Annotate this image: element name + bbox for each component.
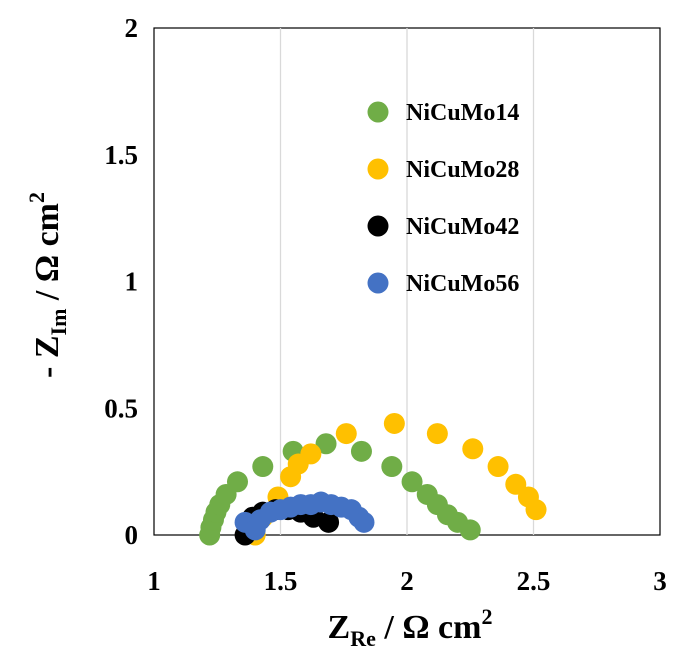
series-NiCuMo56 — [234, 491, 375, 541]
data-points — [199, 412, 547, 546]
data-point — [300, 443, 322, 465]
data-point — [462, 438, 484, 460]
data-point — [459, 519, 481, 541]
series-NiCuMo14 — [199, 433, 481, 546]
legend-marker — [367, 158, 389, 180]
x-tick-label: 1.5 — [264, 566, 298, 596]
x-tick-labels: 1 1.5 2 2.5 3 — [147, 566, 667, 596]
y-tick-label: 1.5 — [104, 140, 138, 170]
data-point — [525, 499, 547, 521]
data-point — [318, 511, 340, 533]
data-point — [383, 412, 405, 434]
legend-marker — [367, 215, 389, 237]
data-point — [315, 433, 337, 455]
x-tick-label: 1 — [147, 566, 161, 596]
y-tick-label: 0.5 — [104, 393, 138, 423]
legend: NiCuMo14 NiCuMo28 NiCuMo42 NiCuMo56 — [367, 100, 519, 297]
data-point — [252, 456, 274, 478]
legend-marker — [367, 101, 389, 123]
y-tick-label: 2 — [125, 13, 139, 43]
gridlines — [279, 28, 535, 535]
legend-label: NiCuMo28 — [406, 157, 519, 183]
data-point — [401, 471, 423, 493]
data-point — [426, 423, 448, 445]
legend-marker — [367, 272, 389, 294]
x-tick-label: 2 — [400, 566, 414, 596]
legend-label: NiCuMo14 — [406, 100, 519, 126]
data-point — [353, 511, 375, 533]
data-point — [381, 456, 403, 478]
data-point — [226, 471, 248, 493]
y-tick-labels: 0 0.5 1 1.5 2 — [104, 13, 138, 550]
data-point — [335, 423, 357, 445]
y-tick-label: 1 — [125, 267, 139, 297]
y-tick-label: 0 — [125, 520, 139, 550]
data-point — [350, 440, 372, 462]
data-point — [487, 456, 509, 478]
x-axis-title: ZRe / Ω cm2 — [328, 604, 493, 646]
x-tick-label: 3 — [653, 566, 667, 596]
x-tick-label: 2.5 — [517, 566, 551, 596]
y-axis-title: - ZIm / Ω cm2 — [24, 192, 71, 378]
legend-label: NiCuMo56 — [406, 271, 519, 297]
legend-label: NiCuMo42 — [406, 214, 519, 240]
